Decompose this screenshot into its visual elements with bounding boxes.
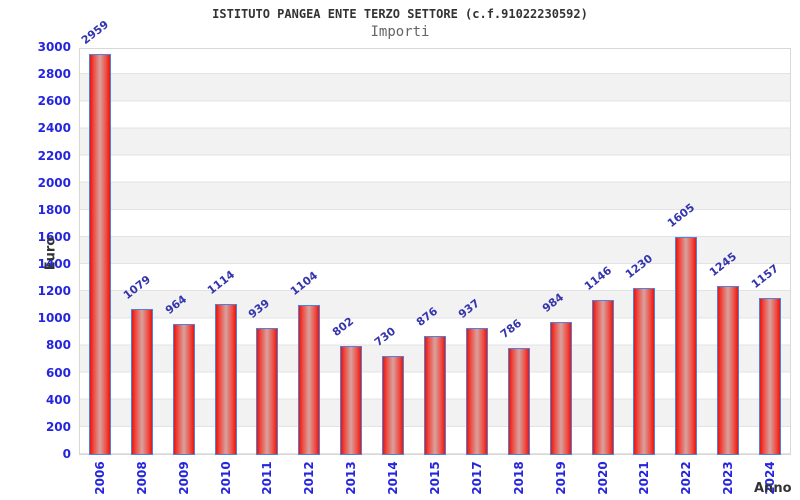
y-tick-label: 3000 xyxy=(37,40,71,54)
x-tick-label: 2006 xyxy=(92,461,107,495)
y-tick-label: 0 xyxy=(62,447,71,461)
x-tick-label: 2013 xyxy=(344,461,359,495)
y-tick-label: 1800 xyxy=(37,202,71,217)
chart-title: ISTITUTO PANGEA ENTE TERZO SETTORE (c.f.… xyxy=(212,7,588,21)
bar xyxy=(424,336,446,455)
y-tick-label: 400 xyxy=(45,392,71,407)
y-tick-label: 1200 xyxy=(37,284,71,299)
y-tick-label: 800 xyxy=(45,338,71,353)
bar xyxy=(298,305,320,455)
y-axis-title: Euro xyxy=(43,236,59,271)
y-tick-label: 1600 xyxy=(37,229,71,244)
bar xyxy=(592,300,614,455)
x-tick-label: 2017 xyxy=(469,461,484,495)
y-tick-label: 1000 xyxy=(37,311,71,326)
y-tick-label: 200 xyxy=(45,419,71,434)
bar xyxy=(89,54,111,455)
x-tick-label: 2012 xyxy=(302,461,317,495)
x-tick-label: 2009 xyxy=(176,461,191,495)
bar xyxy=(466,328,488,455)
bar xyxy=(508,348,530,455)
y-tick-label: 2000 xyxy=(37,175,71,190)
x-tick-label: 2008 xyxy=(134,461,149,495)
x-tick-label: 2014 xyxy=(386,461,401,495)
y-tick-label: 2800 xyxy=(37,67,71,82)
x-tick-label: 2020 xyxy=(595,461,610,495)
bar xyxy=(173,324,195,455)
x-tick-label: 2021 xyxy=(637,461,652,495)
y-tick-label: 2200 xyxy=(37,148,71,163)
bar xyxy=(759,298,781,455)
x-tick-label: 2011 xyxy=(260,461,275,495)
bar xyxy=(131,309,153,455)
x-tick-label: 2018 xyxy=(511,461,526,495)
bar xyxy=(633,288,655,455)
chart-subtitle: Importi xyxy=(370,24,430,40)
y-tick-label: 600 xyxy=(45,365,71,380)
y-tick-label: 1400 xyxy=(37,257,71,272)
x-tick-label: 2022 xyxy=(679,461,694,495)
bar xyxy=(675,237,697,455)
x-tick-label: 2019 xyxy=(553,461,568,495)
x-tick-label: 2023 xyxy=(721,461,736,495)
bar xyxy=(382,356,404,455)
bar xyxy=(717,286,739,455)
y-tick-label: 2600 xyxy=(37,94,71,109)
x-axis-title: Anno xyxy=(754,481,792,496)
bar xyxy=(550,322,572,455)
bar xyxy=(215,304,237,455)
y-tick-label: 2400 xyxy=(37,121,71,136)
bar xyxy=(256,328,278,455)
x-tick-label: 2010 xyxy=(218,461,233,495)
bar xyxy=(340,346,362,455)
x-tick-label: 2015 xyxy=(428,461,442,495)
